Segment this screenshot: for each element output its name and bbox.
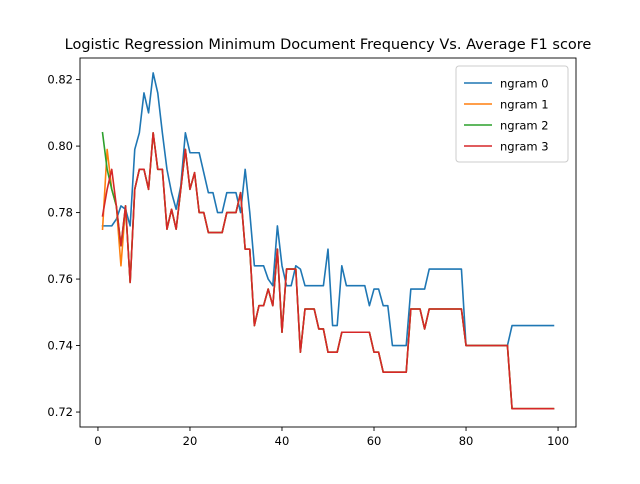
y-tick-label: 0.76 [47,272,73,286]
axes-frame [79,57,577,428]
legend-label: ngram 0 [500,77,549,91]
y-tick-label: 0.82 [47,73,73,87]
x-tick-label: 0 [94,434,101,448]
plot-area [101,72,555,410]
y-tick-label: 0.80 [47,139,73,153]
legend-label: ngram 3 [500,140,549,154]
y-tick-label: 0.72 [47,405,73,419]
legend-label: ngram 2 [500,119,549,133]
x-tick-label: 60 [367,434,382,448]
legend-label: ngram 1 [500,98,549,112]
axes: 0 20 40 60 80 100 0.72 0.74 0.76 0.78 0.80 0.82 [47,57,577,448]
legend-box [455,65,569,163]
x-tick-label: 20 [183,434,198,448]
y-tick-label: 0.74 [47,339,73,353]
legend: ngram 0 ngram 1 ngram 2 ngram 3 [455,65,569,163]
chart-title: Logistic Regression Minimum Document Fre… [65,37,592,53]
x-tick-label: 40 [275,434,290,448]
x-tick-label: 100 [547,434,569,448]
y-tick-label: 0.78 [47,206,73,220]
series-line-3 [101,132,555,410]
x-tick-label: 80 [459,434,474,448]
